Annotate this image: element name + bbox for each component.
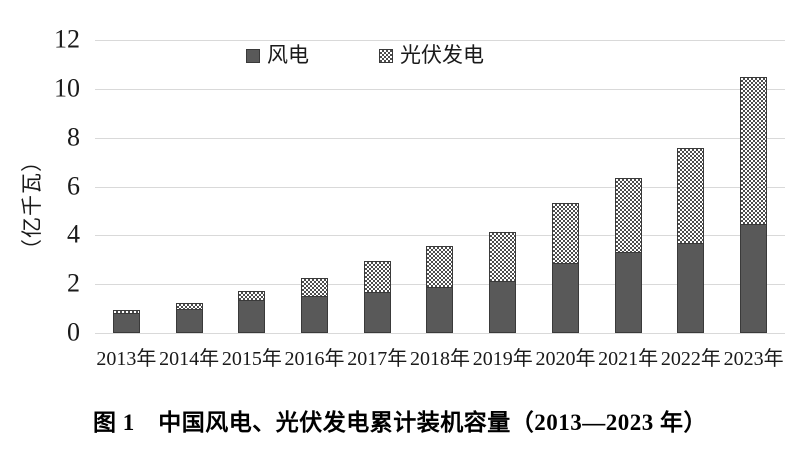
wind-legend-swatch-icon [246, 48, 260, 63]
y-axis-tick-label: 10 [54, 73, 80, 103]
wind-legend-label: 风电 [267, 43, 309, 67]
x-axis-tick-label: 2019年 [472, 348, 533, 370]
wind-segment [551, 264, 579, 333]
solar-segment [175, 302, 203, 310]
y-axis: 0 2 4 6 8 10 12 [0, 0, 80, 457]
plot-area [95, 40, 785, 334]
wind-segment [112, 314, 140, 333]
bar-group [471, 231, 534, 333]
wind-segment [426, 288, 454, 333]
wind-segment [614, 252, 642, 333]
x-axis-tick-label: 2020年 [535, 348, 596, 370]
bar-group [95, 309, 158, 333]
y-axis-tick-label: 2 [67, 268, 80, 298]
bar-group [660, 147, 723, 333]
x-axis-tick-label: 2013年 [96, 348, 157, 370]
x-axis-tick-label: 2014年 [159, 348, 220, 370]
gridline [95, 137, 785, 139]
y-axis-tick-label: 12 [54, 24, 80, 54]
wind-segment [677, 243, 705, 333]
stacked-bar [740, 76, 768, 333]
stacked-bar [175, 302, 203, 333]
solar-segment [489, 231, 517, 282]
solar-segment [301, 277, 329, 297]
wind-segment [238, 301, 266, 333]
bar-group [283, 277, 346, 333]
solar-segment [112, 309, 140, 315]
solar-segment [426, 245, 454, 289]
legend-item-solar: 光伏发电 [379, 45, 484, 66]
wind-segment [301, 296, 329, 333]
solar-segment [614, 178, 642, 253]
stacked-bar [489, 231, 517, 333]
x-axis-tick-label: 2015年 [221, 348, 282, 370]
y-axis-tick-label: 4 [67, 219, 80, 249]
bar-group [220, 290, 283, 333]
stacked-bar [112, 309, 140, 333]
solar-legend-swatch-icon [379, 48, 393, 63]
x-axis-tick-label: 2016年 [284, 348, 345, 370]
wind-segment [363, 292, 391, 333]
gridline [95, 333, 785, 334]
y-axis-tick-label: 0 [67, 317, 80, 347]
stacked-bar [614, 178, 642, 333]
x-axis: 2013年 2014年 2015年 2016年 2017年 2018年 2019年 2020年… [95, 347, 785, 375]
solar-segment [238, 290, 266, 302]
x-axis-tick-label: 2021年 [598, 348, 659, 370]
wind-segment [489, 281, 517, 333]
solar-segment [363, 261, 391, 293]
stacked-bar [238, 290, 266, 333]
figure-caption: 图 1 中国风电、光伏发电累计装机容量（2013—2023 年） [93, 410, 707, 435]
x-axis-tick-label: 2017年 [347, 348, 408, 370]
bar-group [346, 261, 409, 333]
stacked-bar [426, 245, 454, 333]
x-axis-tick-label: 2018年 [409, 348, 470, 370]
gridline [95, 40, 785, 41]
legend-item-wind: 风电 [246, 45, 309, 66]
bar-group [409, 245, 472, 333]
solar-segment [740, 76, 768, 226]
y-axis-tick-label: 6 [67, 170, 80, 200]
gridline [95, 235, 785, 237]
x-axis-tick-label: 2022年 [660, 348, 721, 370]
solar-segment [677, 147, 705, 244]
wind-segment [740, 225, 768, 333]
stacked-bar [363, 261, 391, 333]
stacked-bar [301, 277, 329, 333]
gridline [95, 186, 785, 188]
gridline [95, 88, 785, 90]
bar-group [597, 178, 660, 333]
x-axis-tick-label: 2023年 [723, 348, 784, 370]
solar-legend-label: 光伏发电 [400, 43, 484, 67]
legend: 风电 光伏发电 [246, 45, 484, 66]
solar-segment [551, 202, 579, 265]
stacked-bar [677, 147, 705, 333]
bar-group [534, 202, 597, 333]
stacked-bar [551, 202, 579, 333]
y-axis-tick-label: 8 [67, 122, 80, 152]
bar-group [158, 302, 221, 333]
wind-segment [175, 309, 203, 333]
bar-group [722, 76, 785, 333]
